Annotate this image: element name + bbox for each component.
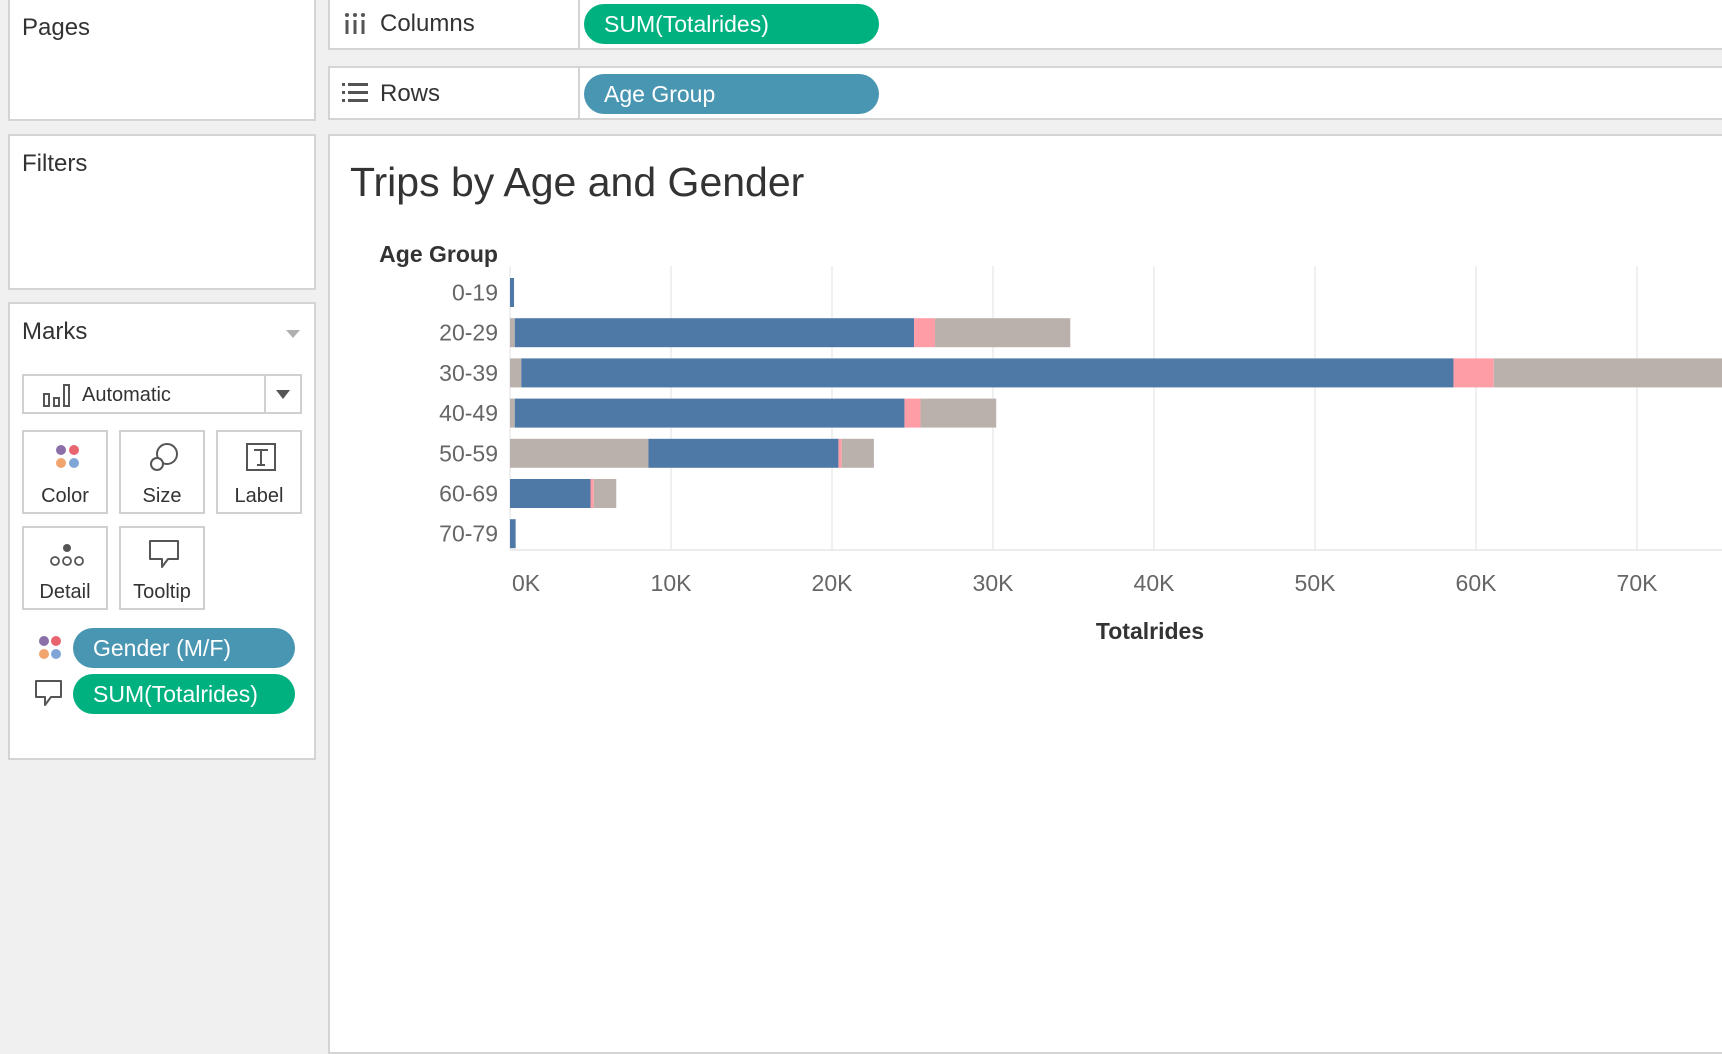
category-label: 50-59 — [439, 440, 498, 466]
chevron-down-icon[interactable] — [276, 390, 290, 399]
totalrides-field-pill[interactable]: SUM(Totalrides) — [73, 674, 295, 714]
shelf-separator — [578, 0, 580, 48]
bar-segment[interactable] — [510, 438, 649, 468]
bar-segment[interactable] — [510, 358, 522, 388]
shelf-separator — [578, 68, 580, 118]
bar-chart[interactable]: Trips by Age and Gender 0K 10K 20K 30K 40K 50K… — [330, 136, 1722, 1052]
x-tick-label: 70K — [1617, 570, 1659, 596]
sheet-title: Trips by Age and Gender — [350, 159, 804, 205]
gender-field-pill[interactable]: Gender (M/F) — [73, 628, 295, 668]
label-button[interactable]: Label — [216, 430, 302, 514]
bar-segment[interactable] — [590, 479, 594, 508]
bar-segment[interactable] — [935, 318, 1071, 348]
bar-segment[interactable] — [920, 398, 997, 428]
filters-panel[interactable]: Filters — [8, 134, 316, 290]
tooltip-label: Tooltip — [133, 581, 191, 603]
bar-chart-icon — [43, 384, 70, 407]
columns-icon — [345, 13, 365, 34]
category-label: 20-29 — [439, 320, 498, 346]
pages-panel[interactable]: Pages — [8, 0, 316, 121]
bar-segment[interactable] — [648, 438, 839, 468]
label-label: Label — [234, 485, 284, 507]
category-label: 0-19 — [452, 280, 498, 306]
bar-segment[interactable] — [510, 398, 515, 428]
bar-segment[interactable] — [510, 479, 591, 508]
bar-segment[interactable] — [593, 479, 617, 508]
category-label: 70-79 — [439, 521, 498, 547]
x-tick-label: 0K — [512, 570, 541, 596]
tooltip-icon — [35, 680, 62, 706]
detail-label: Detail — [39, 581, 91, 603]
rows-shelf[interactable]: Rows Age Group — [328, 66, 1722, 120]
rows-label: Rows — [380, 80, 441, 107]
filters-title: Filters — [22, 150, 88, 177]
columns-pill[interactable]: SUM(Totalrides) — [584, 4, 879, 44]
marks-menu-icon[interactable] — [286, 330, 300, 338]
detail-dots-icon — [50, 544, 84, 566]
mark-type-dropdown[interactable]: Automatic — [22, 374, 302, 414]
bar-segment[interactable] — [841, 438, 874, 468]
bar-segment[interactable] — [514, 398, 905, 428]
pages-title: Pages — [22, 14, 91, 41]
x-tick-label: 40K — [1134, 570, 1176, 596]
bar-segment[interactable] — [1493, 358, 1722, 388]
mark-type-separator — [264, 376, 266, 412]
bar-segment[interactable] — [904, 398, 921, 428]
x-axis-title: Totalrides — [1096, 618, 1204, 644]
bar-segment[interactable] — [510, 519, 516, 549]
columns-label: Columns — [380, 10, 475, 37]
category-label: 40-49 — [439, 400, 498, 426]
text-label-icon — [246, 443, 276, 471]
bar-segment[interactable] — [1453, 358, 1494, 388]
bar-segment[interactable] — [514, 318, 915, 348]
bar-segment[interactable] — [914, 318, 936, 348]
rows-icon — [342, 83, 368, 102]
color-label: Color — [41, 485, 89, 507]
x-tick-label: 20K — [812, 570, 854, 596]
view-panel[interactable]: Trips by Age and Gender 0K 10K 20K 30K 40K 50K… — [328, 134, 1722, 1054]
category-label: 30-39 — [439, 360, 498, 386]
columns-shelf[interactable]: Columns SUM(Totalrides) — [328, 0, 1722, 50]
bar-segment[interactable] — [838, 438, 842, 468]
x-tick-label: 50K — [1295, 570, 1337, 596]
category-label: 60-69 — [439, 481, 498, 507]
color-button[interactable]: Color — [22, 430, 108, 514]
color-dots-icon — [39, 636, 61, 659]
marks-title: Marks — [22, 318, 88, 345]
mark-type-value: Automatic — [82, 384, 171, 406]
size-label: Size — [142, 485, 182, 507]
detail-button[interactable]: Detail — [22, 526, 108, 610]
marks-panel: Marks Automatic Color Size Label — [8, 302, 316, 760]
rows-pill[interactable]: Age Group — [584, 74, 879, 114]
x-tick-label: 60K — [1456, 570, 1498, 596]
size-icon — [150, 443, 178, 471]
tooltip-icon — [149, 540, 179, 568]
size-button[interactable]: Size — [119, 430, 205, 514]
color-dots-icon — [56, 445, 79, 468]
bar-segment[interactable] — [521, 358, 1454, 388]
x-tick-label: 30K — [973, 570, 1015, 596]
y-axis-title: Age Group — [379, 241, 498, 267]
bar-segment[interactable] — [510, 318, 515, 348]
x-tick-label: 10K — [651, 570, 693, 596]
tooltip-button[interactable]: Tooltip — [119, 526, 205, 610]
bar-segment[interactable] — [510, 278, 515, 307]
